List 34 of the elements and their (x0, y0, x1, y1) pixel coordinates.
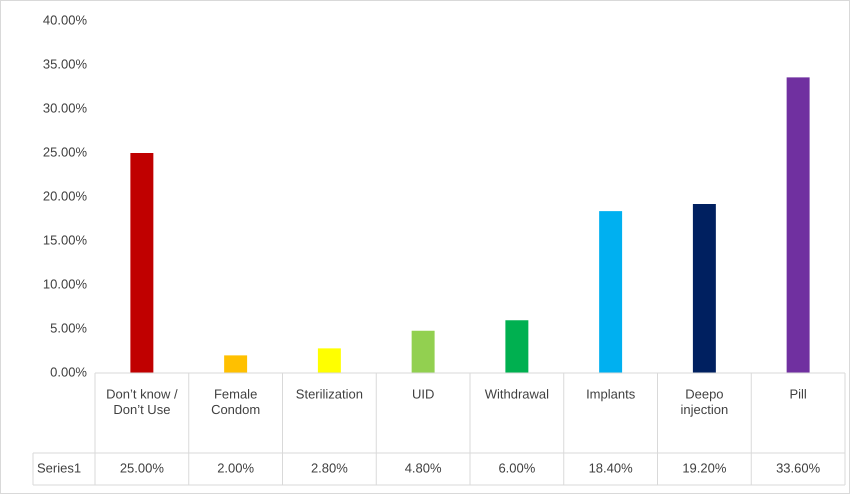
x-tick-label: Sterilization (296, 386, 363, 402)
data-label: 4.80% (404, 460, 442, 476)
data-label: 6.00% (498, 460, 536, 476)
data-label: 18.40% (588, 460, 634, 476)
x-tick-label: Withdrawal (484, 386, 550, 402)
x-tick-label: Don’t know / Don’t Use (106, 386, 178, 417)
data-label: 33.60% (776, 460, 821, 476)
bar (318, 348, 341, 373)
y-tick-label: 20.00% (42, 188, 88, 204)
bar (786, 77, 810, 373)
y-tick-label: 15.00% (42, 232, 88, 248)
bar (505, 320, 528, 373)
y-tick-label: 30.00% (42, 100, 88, 116)
y-tick-label: 5.00% (50, 320, 88, 336)
x-tick-label: Implants (586, 386, 636, 402)
bar (224, 355, 248, 373)
x-tick-label: Deepo injection (680, 386, 728, 417)
data-label: 19.20% (682, 460, 727, 476)
y-tick-label: 35.00% (42, 56, 88, 72)
bar (599, 211, 622, 373)
y-tick-label: 40.00% (42, 12, 88, 28)
bar (130, 153, 154, 373)
data-label: 2.80% (310, 460, 348, 476)
bar (692, 204, 716, 373)
data-label: 25.00% (120, 460, 164, 476)
data-label: 2.00% (217, 460, 254, 476)
x-tick-label: Female Condom (211, 386, 260, 417)
bar (412, 330, 435, 373)
y-tick-label: 0.00% (50, 364, 88, 380)
x-tick-label: UID (412, 386, 434, 402)
x-tick-label: Pill (789, 386, 807, 402)
y-tick-label: 10.00% (42, 276, 88, 292)
y-tick-label: 25.00% (42, 144, 88, 160)
text: Series1 (37, 460, 82, 476)
